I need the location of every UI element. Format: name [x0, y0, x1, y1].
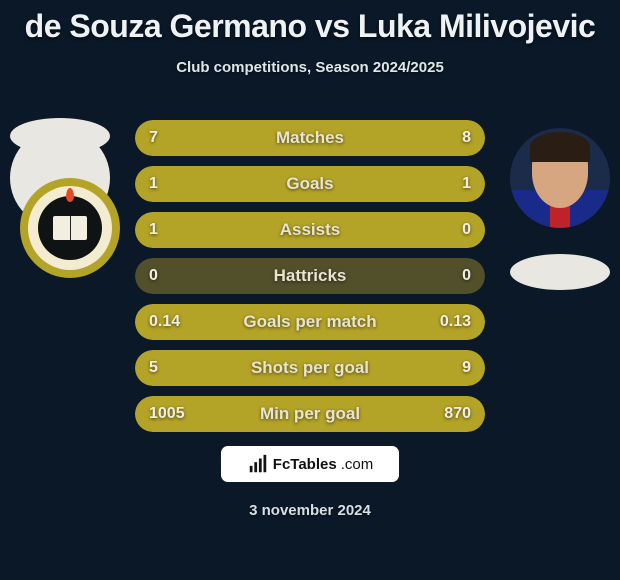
stat-value-left: 1: [149, 175, 158, 193]
date-text: 3 november 2024: [0, 502, 620, 519]
stat-value-right: 9: [462, 359, 471, 377]
stat-row: 11Goals: [135, 166, 485, 202]
stat-row: 1005870Min per goal: [135, 396, 485, 432]
stat-row: 78Matches: [135, 120, 485, 156]
bar-fill-right: [260, 350, 485, 386]
stat-value-left: 1005: [149, 405, 185, 423]
brand-text-bold: FcTables: [273, 456, 337, 473]
brand-text-rest: .com: [341, 456, 374, 473]
bar-fill-right: [310, 166, 485, 202]
page-title: de Souza Germano vs Luka Milivojevic: [0, 0, 620, 45]
stat-value-right: 0: [462, 221, 471, 239]
stat-value-left: 0.14: [149, 313, 180, 331]
stat-value-left: 5: [149, 359, 158, 377]
stat-value-left: 7: [149, 129, 158, 147]
stat-value-right: 1: [462, 175, 471, 193]
stat-value-right: 0: [462, 267, 471, 285]
club-crest-left: [20, 178, 120, 278]
brand-pill[interactable]: FcTables.com: [220, 445, 400, 483]
stat-value-right: 8: [462, 129, 471, 147]
bar-fill-left: [135, 120, 298, 156]
stat-value-left: 0: [149, 267, 158, 285]
stat-value-right: 0.13: [440, 313, 471, 331]
bar-fill-left: [135, 166, 310, 202]
stat-row: 10Assists: [135, 212, 485, 248]
stat-value-left: 1: [149, 221, 158, 239]
player-right-avatar: [510, 128, 610, 228]
bar-fill-left: [135, 212, 485, 248]
player-right-name-pill: [510, 254, 610, 290]
stat-row: 00Hattricks: [135, 258, 485, 294]
stat-row: 59Shots per goal: [135, 350, 485, 386]
subtitle: Club competitions, Season 2024/2025: [0, 59, 620, 76]
stat-value-right: 870: [444, 405, 471, 423]
stat-bars: 78Matches11Goals10Assists00Hattricks0.14…: [135, 120, 485, 442]
brand-logo-icon: [247, 453, 269, 475]
stat-row: 0.140.13Goals per match: [135, 304, 485, 340]
bar-fill-right: [298, 120, 485, 156]
